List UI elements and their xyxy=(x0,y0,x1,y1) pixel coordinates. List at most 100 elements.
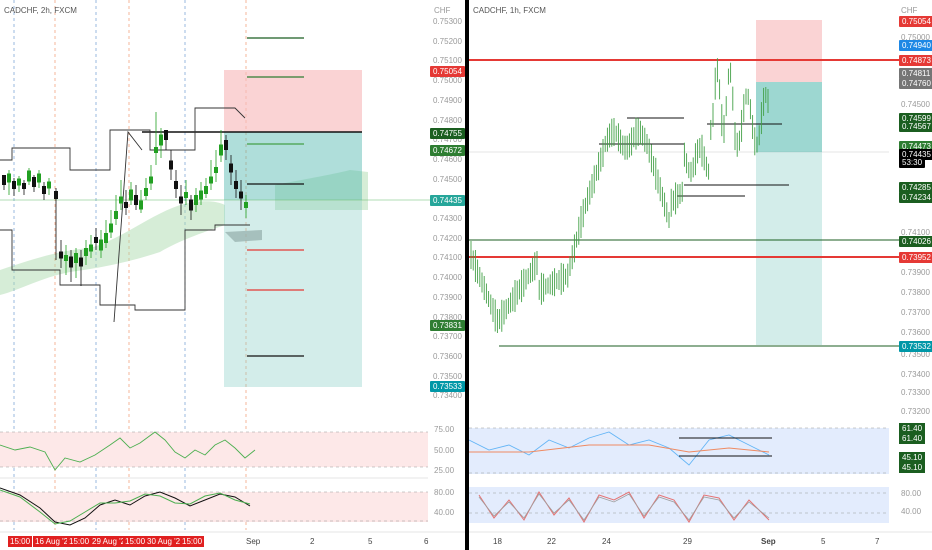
target-zone-lower xyxy=(756,152,822,345)
candle-body xyxy=(164,130,168,140)
rsi-value-tag: 61.40 xyxy=(899,433,926,444)
price-tick-label: 0.75000 xyxy=(901,33,930,42)
candle-body xyxy=(124,202,128,208)
price-tick-label: 0.74300 xyxy=(433,214,462,223)
left-chart-title: CADCHF, 2h, FXCM xyxy=(4,6,77,15)
candle-body xyxy=(179,196,183,204)
right-chart-title: CADCHF, 1h, FXCM xyxy=(473,6,546,15)
time-label-highlighted: 15:00 xyxy=(180,536,205,547)
price-tick-label: 0.73500 xyxy=(901,350,930,359)
stoch-band xyxy=(0,492,428,522)
channel-upper xyxy=(0,107,246,171)
stoch-tick-label: 40.00 xyxy=(901,507,922,516)
price-tick-label: 0.73200 xyxy=(901,407,930,416)
price-tick-label: 0.73400 xyxy=(901,370,930,379)
left-price-chart[interactable] xyxy=(0,0,465,550)
rsi-tick-label: 75.00 xyxy=(434,425,455,434)
candle-body xyxy=(69,256,73,268)
candle-body xyxy=(114,211,118,219)
stoch-tick-label: 80.00 xyxy=(434,488,455,497)
price-tag: 0.75054 xyxy=(430,66,465,77)
candle-body xyxy=(22,183,26,189)
candle-body xyxy=(32,177,36,187)
candle-body xyxy=(224,140,228,150)
candle-body xyxy=(239,191,243,199)
price-tick-label: 0.75200 xyxy=(433,36,462,46)
price-tick-label: 0.75000 xyxy=(433,76,462,86)
time-label: 7 xyxy=(875,537,880,546)
pane-divider[interactable] xyxy=(465,0,469,550)
channel-lower xyxy=(0,224,250,311)
price-tag: 0.73532 xyxy=(899,341,932,352)
price-tag: 0.74435 xyxy=(899,149,932,160)
candle-body xyxy=(104,233,108,243)
price-tick-label: 0.74800 xyxy=(433,115,462,125)
candle-body xyxy=(194,195,198,205)
stoch-k-line xyxy=(0,487,251,526)
stoch-tick-label: 80.00 xyxy=(901,489,922,498)
left-currency-label: CHF xyxy=(434,6,451,15)
time-label: 5 xyxy=(368,537,373,546)
candle-body xyxy=(209,176,213,184)
candle-body xyxy=(129,189,133,201)
price-tick-label: 0.73600 xyxy=(433,351,462,361)
time-label: 29 xyxy=(683,537,692,546)
price-tag: 0.73533 xyxy=(430,381,465,392)
candle-body xyxy=(89,244,93,252)
candle-body xyxy=(99,239,103,251)
candle-body xyxy=(174,181,178,189)
channel-spike xyxy=(113,130,143,323)
left-chart-pane[interactable]: CADCHF, 2h, FXCM CHF 0.75300 0.75200 0.751… xyxy=(0,0,465,550)
price-tick-label: 0.73600 xyxy=(901,328,930,337)
target-zone-upper xyxy=(224,132,362,200)
time-label: 6 xyxy=(424,537,429,546)
time-label-highlighted: 29 Aug '22 xyxy=(90,536,132,547)
candle-body xyxy=(12,181,16,189)
price-tick-label: 0.74600 xyxy=(433,154,462,164)
candle-body xyxy=(199,190,203,200)
target-zone-lower xyxy=(224,200,362,387)
stoch-d-line xyxy=(0,489,251,525)
candle-body xyxy=(7,173,11,183)
rsi-value-tag: 61.40 xyxy=(899,423,926,434)
candle-body xyxy=(184,192,188,198)
gray-cloud xyxy=(225,230,262,242)
rsi-line xyxy=(0,431,256,471)
price-tag: 0.74811 xyxy=(899,68,932,79)
price-tick-label: 0.74500 xyxy=(433,174,462,184)
price-tag: 0.74672 xyxy=(430,145,465,156)
price-tag: 0.74285 xyxy=(899,182,932,193)
candle-body xyxy=(159,134,163,146)
candle-body xyxy=(229,163,233,173)
time-label: Sep xyxy=(246,537,261,546)
stoch-k-line xyxy=(478,491,770,523)
rsi-tick-label: 25.00 xyxy=(434,466,455,475)
time-label-highlighted: 15:00 xyxy=(67,536,92,547)
right-chart-pane[interactable]: CADCHF, 1h, FXCM CHF 0.753000.750000.747… xyxy=(469,0,932,550)
rsi-band xyxy=(0,432,428,467)
rsi-tick-label: 50.00 xyxy=(434,446,455,455)
price-tick-label: 0.73700 xyxy=(901,308,930,317)
stoch-tick-label: 40.00 xyxy=(434,508,455,517)
candle-body xyxy=(59,251,63,259)
right-price-chart[interactable] xyxy=(469,0,932,550)
price-tick-label: 0.75100 xyxy=(433,56,462,66)
candle-body xyxy=(84,248,88,256)
time-label: Sep xyxy=(761,537,776,546)
price-tick-label: 0.74100 xyxy=(433,253,462,263)
time-label: 18 xyxy=(493,537,502,546)
candle-body xyxy=(234,181,238,189)
price-tag: 0.74873 xyxy=(899,55,932,66)
candle-body xyxy=(42,186,46,194)
candle-body xyxy=(17,178,21,186)
price-tick-label: 0.73900 xyxy=(433,292,462,302)
candle-body xyxy=(169,160,173,170)
time-label-highlighted: 30 Aug '22 xyxy=(145,536,187,547)
time-label: 5 xyxy=(821,537,826,546)
price-tick-label: 0.74700 xyxy=(433,135,462,145)
price-tick-label: 0.73500 xyxy=(433,371,462,381)
time-label: 22 xyxy=(547,537,556,546)
candle-body xyxy=(204,186,208,194)
candle-body xyxy=(79,257,83,267)
time-label: 2 xyxy=(310,537,315,546)
